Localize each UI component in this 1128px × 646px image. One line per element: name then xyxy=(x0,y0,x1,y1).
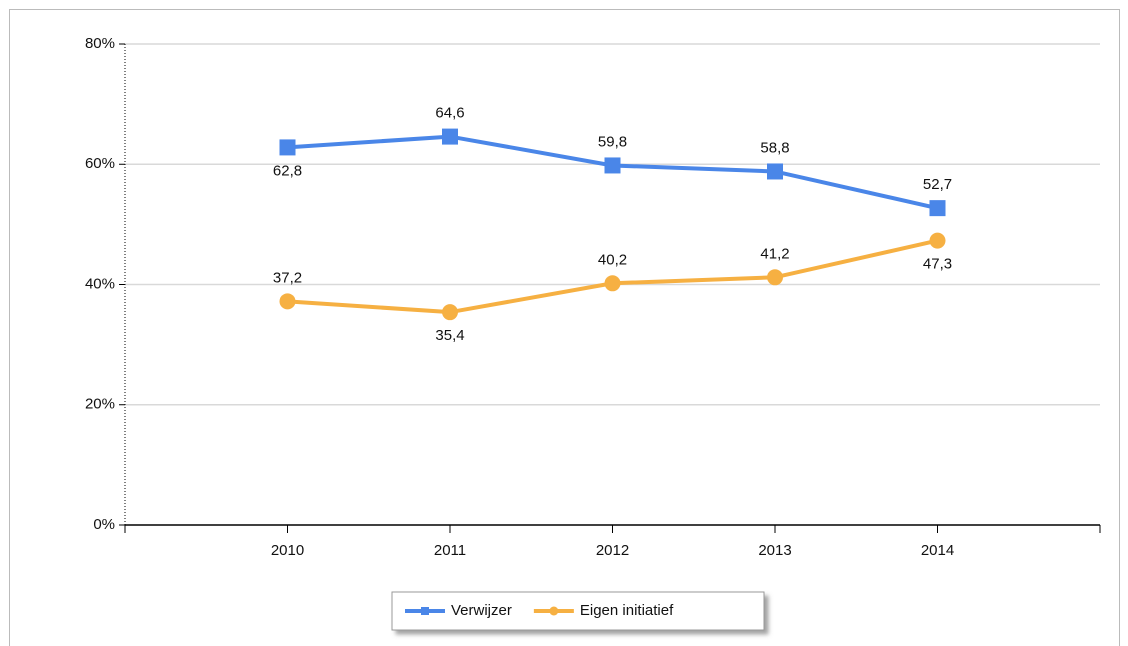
y-tick-label: 0% xyxy=(93,516,115,533)
marker xyxy=(279,139,296,156)
marker xyxy=(767,163,783,180)
legend-marker xyxy=(549,606,559,616)
data-label: 47,3 xyxy=(923,256,952,273)
frame xyxy=(9,9,1120,646)
data-label: 58,8 xyxy=(760,139,789,156)
x-tick-label: 2011 xyxy=(434,542,466,559)
data-label: 52,7 xyxy=(923,176,952,193)
x-tick-label: 2014 xyxy=(921,542,954,559)
data-label: 62,8 xyxy=(273,162,302,179)
legend-label: Verwijzer xyxy=(451,602,512,619)
data-label: 40,2 xyxy=(598,251,627,268)
x-tick-label: 2013 xyxy=(758,542,791,559)
data-label: 59,8 xyxy=(598,133,627,150)
marker xyxy=(279,293,296,310)
marker xyxy=(604,157,621,174)
legend-box xyxy=(391,591,765,631)
marker xyxy=(929,200,946,217)
marker xyxy=(767,269,783,286)
data-label: 64,6 xyxy=(435,105,464,122)
legend: Verwijzer Eigen initiatief xyxy=(391,591,765,631)
legend-marker xyxy=(421,607,429,615)
x-tick-label: 2010 xyxy=(271,542,304,559)
marker xyxy=(929,232,946,249)
data-label: 37,2 xyxy=(273,269,302,286)
y-tick-label: 20% xyxy=(85,396,115,413)
marker xyxy=(604,275,621,292)
marker xyxy=(442,128,458,145)
y-tick-label: 80% xyxy=(85,35,115,52)
data-label: 35,4 xyxy=(435,327,464,344)
data-label: 41,2 xyxy=(760,245,789,262)
y-tick-label: 60% xyxy=(85,155,115,172)
x-tick-label: 2012 xyxy=(596,542,629,559)
y-tick-label: 40% xyxy=(85,275,115,292)
marker xyxy=(442,304,458,321)
legend-label: Eigen initiatief xyxy=(580,602,674,619)
